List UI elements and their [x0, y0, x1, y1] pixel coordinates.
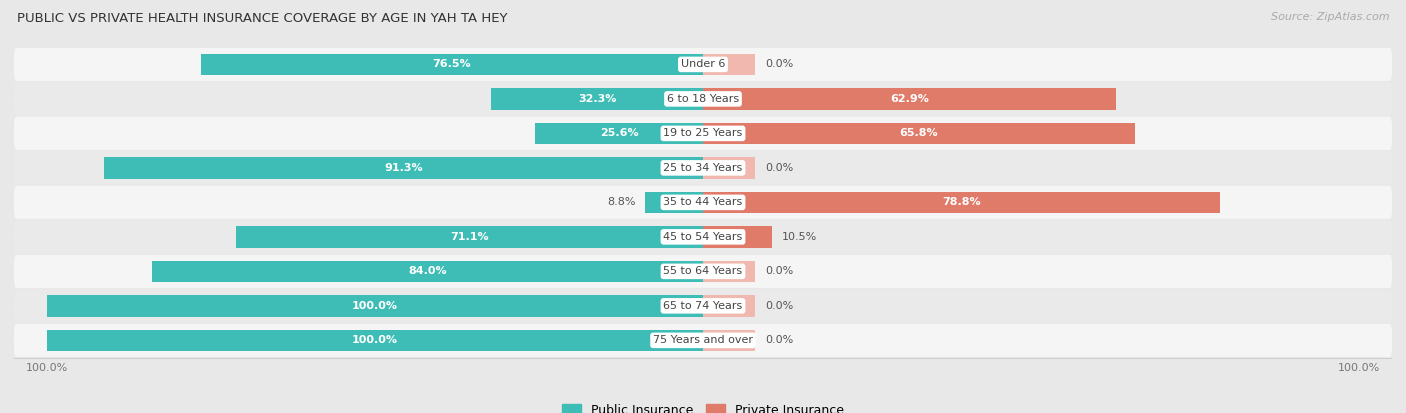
- Bar: [703, 330, 755, 351]
- FancyBboxPatch shape: [14, 48, 1392, 81]
- Text: 10.5%: 10.5%: [782, 232, 817, 242]
- FancyBboxPatch shape: [14, 255, 1392, 288]
- Text: 25 to 34 Years: 25 to 34 Years: [664, 163, 742, 173]
- Bar: [536, 123, 703, 144]
- Text: 100.0%: 100.0%: [352, 335, 398, 345]
- Text: 25.6%: 25.6%: [600, 128, 638, 138]
- Text: 6 to 18 Years: 6 to 18 Years: [666, 94, 740, 104]
- Text: 71.1%: 71.1%: [450, 232, 489, 242]
- Bar: [703, 88, 1116, 109]
- Bar: [236, 226, 703, 247]
- Bar: [703, 226, 772, 247]
- Text: 0.0%: 0.0%: [765, 301, 793, 311]
- Text: Source: ZipAtlas.com: Source: ZipAtlas.com: [1271, 12, 1389, 22]
- FancyBboxPatch shape: [14, 324, 1392, 357]
- Bar: [703, 123, 1135, 144]
- Text: 91.3%: 91.3%: [384, 163, 423, 173]
- Text: 0.0%: 0.0%: [765, 266, 793, 276]
- Text: 35 to 44 Years: 35 to 44 Years: [664, 197, 742, 207]
- FancyBboxPatch shape: [14, 117, 1392, 150]
- FancyBboxPatch shape: [14, 151, 1392, 185]
- Text: 32.3%: 32.3%: [578, 94, 616, 104]
- Text: 100.0%: 100.0%: [352, 301, 398, 311]
- Text: 0.0%: 0.0%: [765, 59, 793, 69]
- Text: 0.0%: 0.0%: [765, 163, 793, 173]
- Text: 78.8%: 78.8%: [942, 197, 981, 207]
- Text: PUBLIC VS PRIVATE HEALTH INSURANCE COVERAGE BY AGE IN YAH TA HEY: PUBLIC VS PRIVATE HEALTH INSURANCE COVER…: [17, 12, 508, 25]
- Bar: [46, 295, 703, 316]
- Bar: [703, 192, 1220, 213]
- Text: 62.9%: 62.9%: [890, 94, 929, 104]
- Text: Under 6: Under 6: [681, 59, 725, 69]
- Bar: [491, 88, 703, 109]
- Bar: [104, 157, 703, 178]
- Text: 0.0%: 0.0%: [765, 335, 793, 345]
- Text: 19 to 25 Years: 19 to 25 Years: [664, 128, 742, 138]
- Text: 75 Years and over: 75 Years and over: [652, 335, 754, 345]
- FancyBboxPatch shape: [14, 220, 1392, 254]
- Text: 65 to 74 Years: 65 to 74 Years: [664, 301, 742, 311]
- Text: 76.5%: 76.5%: [433, 59, 471, 69]
- Text: 8.8%: 8.8%: [607, 197, 636, 207]
- Text: 84.0%: 84.0%: [408, 266, 447, 276]
- Bar: [645, 192, 703, 213]
- Bar: [46, 330, 703, 351]
- Bar: [152, 261, 703, 282]
- Bar: [201, 54, 703, 75]
- Bar: [703, 157, 755, 178]
- Bar: [703, 261, 755, 282]
- FancyBboxPatch shape: [14, 186, 1392, 219]
- Bar: [703, 54, 755, 75]
- Text: 55 to 64 Years: 55 to 64 Years: [664, 266, 742, 276]
- FancyBboxPatch shape: [14, 289, 1392, 323]
- Text: 65.8%: 65.8%: [900, 128, 938, 138]
- Legend: Public Insurance, Private Insurance: Public Insurance, Private Insurance: [557, 399, 849, 413]
- Text: 45 to 54 Years: 45 to 54 Years: [664, 232, 742, 242]
- Bar: [703, 295, 755, 316]
- FancyBboxPatch shape: [14, 82, 1392, 116]
